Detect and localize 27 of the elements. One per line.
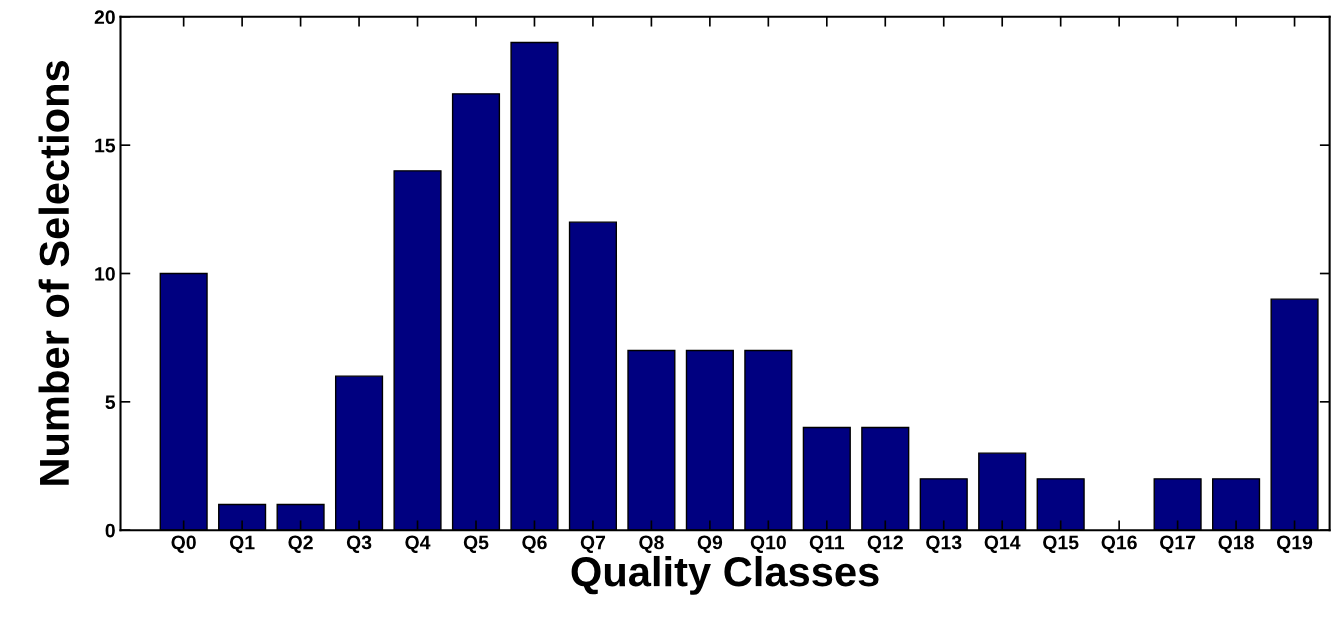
x-tick-label: Q19 [1276,535,1313,553]
y-tick-label: 0 [105,523,115,538]
y-tick-label: 15 [95,138,116,153]
x-tick-label: Q18 [1218,535,1254,553]
x-tick-label: Q13 [926,535,962,553]
x-tick-label: Q9 [697,535,723,553]
x-tick-label: Q15 [1043,535,1079,553]
x-tick-label: Q4 [405,535,431,553]
x-tick-label: Q7 [580,535,606,553]
x-tick-label: Q17 [1160,535,1196,553]
x-tick-label: Q0 [171,535,196,553]
x-tick-label: Q3 [346,535,372,553]
y-axis-title: Number of Selections [38,61,70,485]
y-tick-label: 10 [95,266,115,281]
x-tick-label: Q6 [522,535,547,553]
x-tick-label: Q5 [463,535,489,553]
x-tick-label: Q11 [809,535,845,553]
x-tick-label: Q12 [867,535,903,553]
x-axis-title: Quality Classes [571,555,879,595]
x-tick-label: Q14 [984,535,1021,553]
y-tick-label: 5 [105,395,116,410]
x-tick-label: Q2 [288,535,313,553]
x-tick-label: Q1 [229,535,255,553]
x-tick-label: Q8 [639,535,664,553]
x-tick-label: Q16 [1101,535,1137,553]
x-tick-label: Q10 [750,535,786,553]
y-tick-label: 20 [94,10,115,25]
